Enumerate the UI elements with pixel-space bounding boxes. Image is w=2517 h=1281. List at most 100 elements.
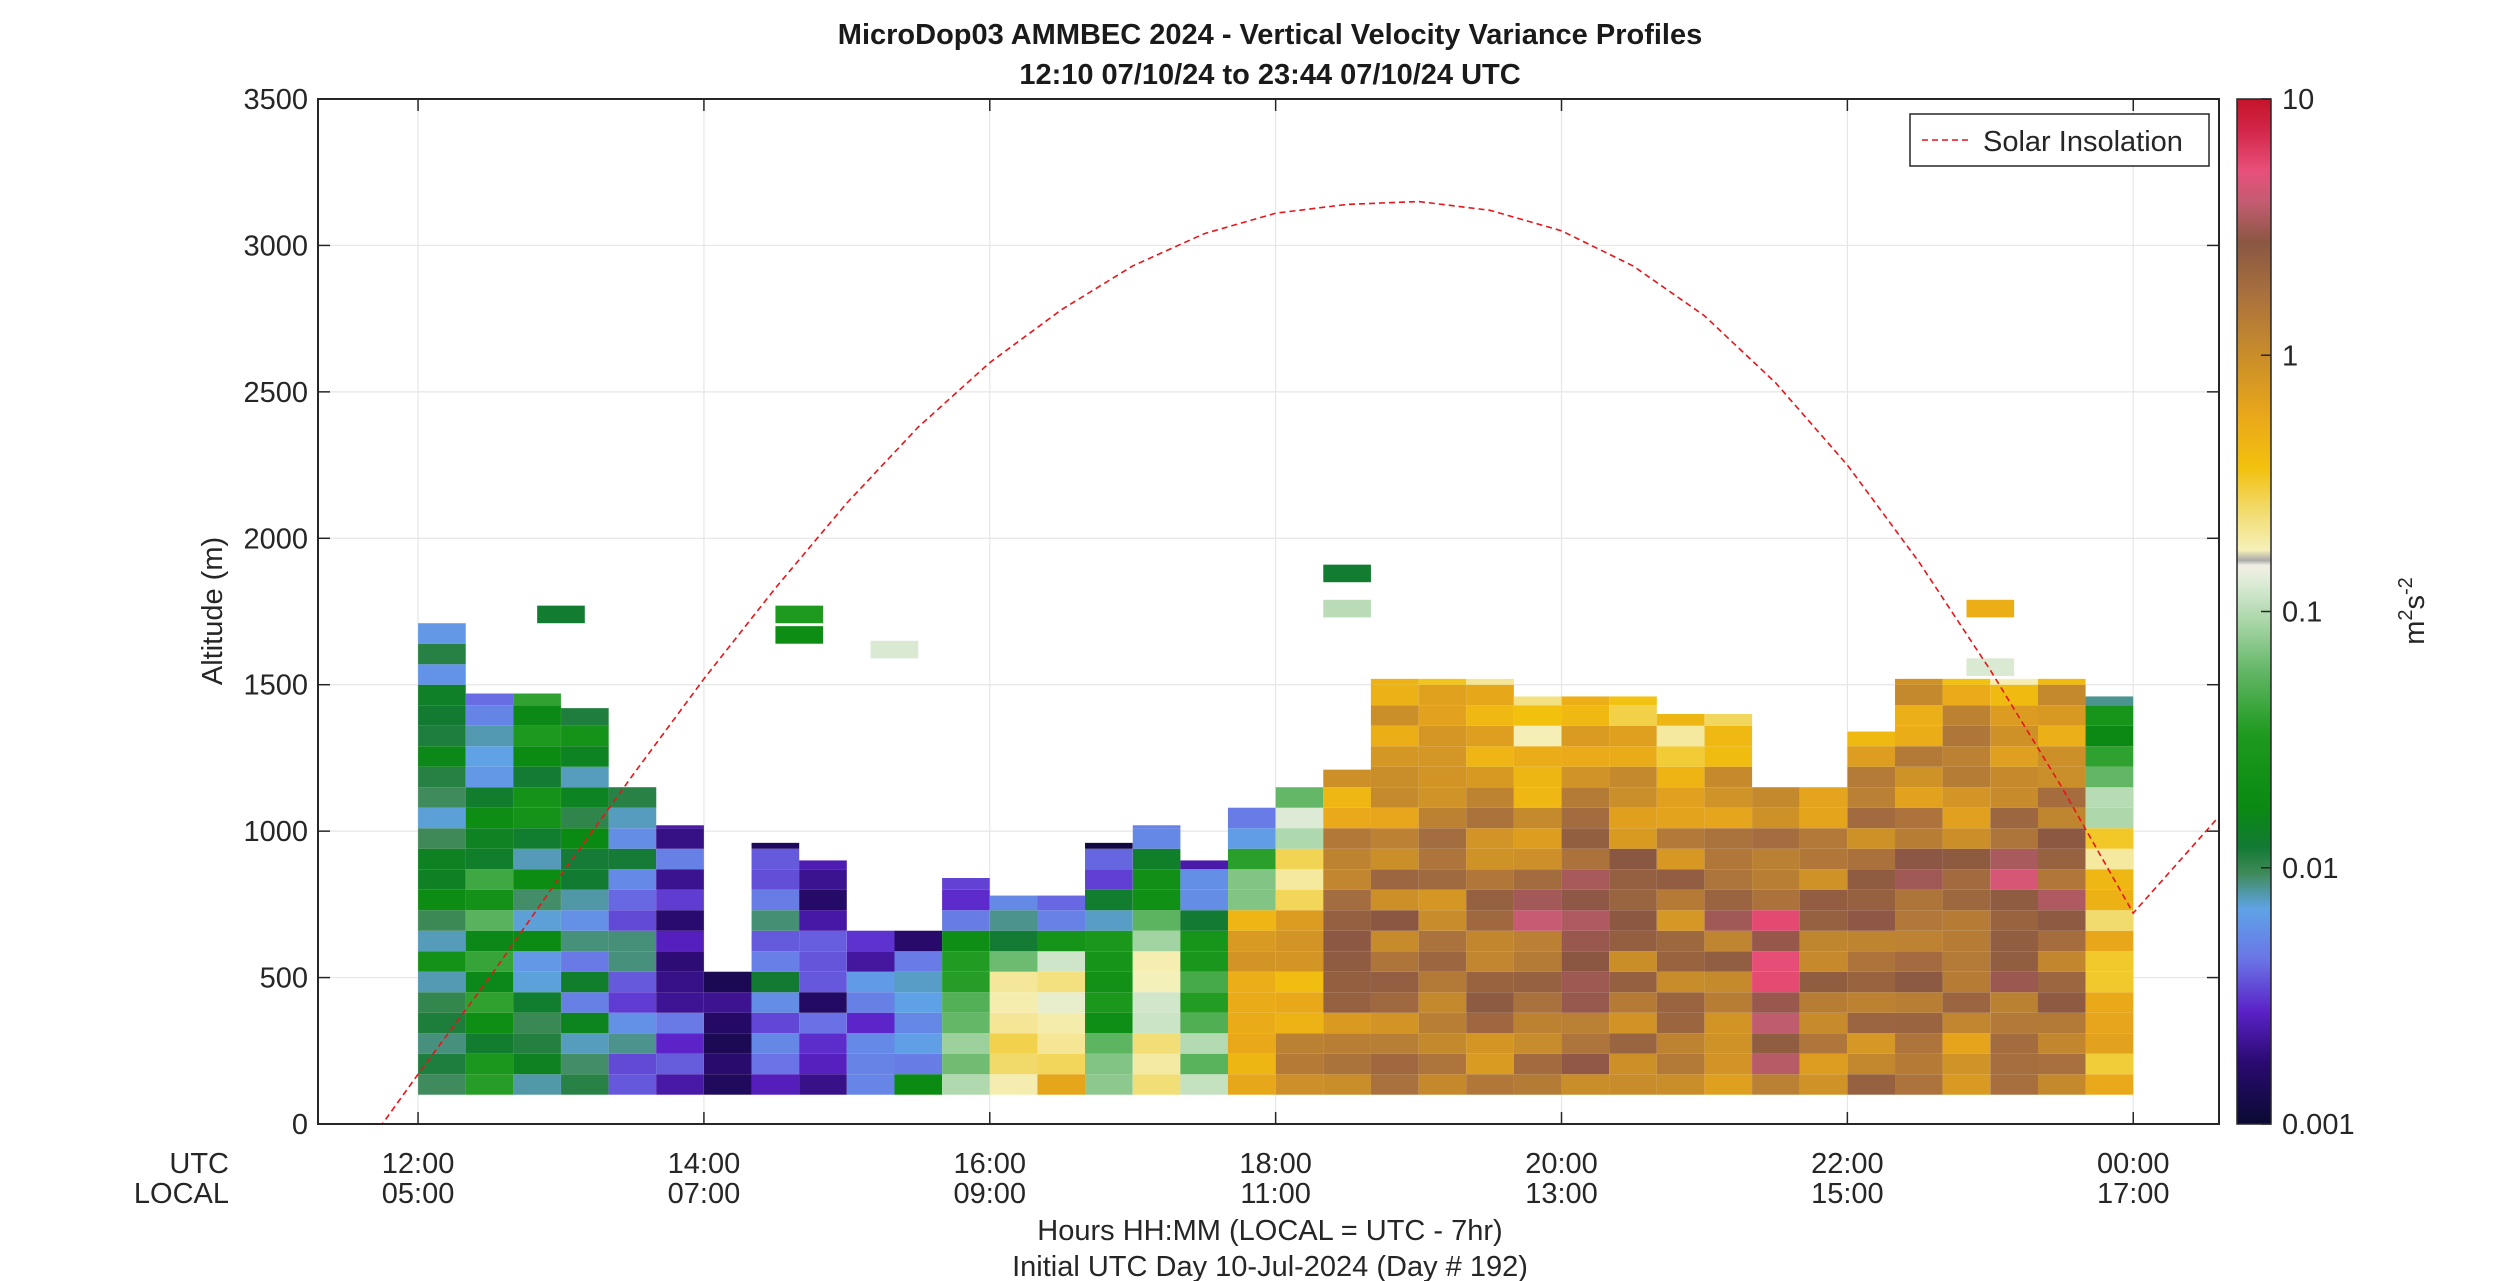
- variance-cell: [513, 910, 561, 931]
- variance-cell: [1847, 848, 1896, 870]
- variance-cell: [2085, 992, 2134, 1013]
- variance-cell: [1847, 1033, 1896, 1054]
- variance-cell: [1037, 1012, 1086, 1034]
- variance-cell: [1466, 1053, 1514, 1075]
- y-tick-label: 2500: [243, 377, 308, 409]
- variance-cell: [1227, 910, 1276, 931]
- variance-cell: [656, 910, 704, 931]
- x-axis-label-line1: Hours HH:MM (LOCAL = UTC - 7hr): [1037, 1215, 1502, 1247]
- variance-cell: [2037, 766, 2086, 788]
- variance-cell: [989, 992, 1038, 1013]
- colorbar-label: m2s-2: [2395, 577, 2431, 645]
- variance-cell: [1085, 889, 1133, 911]
- variance-cell: [2037, 1053, 2086, 1075]
- variance-cell: [1704, 766, 1753, 788]
- variance-cell: [1895, 910, 1943, 931]
- variance-cell: [1990, 889, 2039, 911]
- insolation-curve-layer: [318, 200, 2220, 1125]
- variance-cell: [1227, 869, 1276, 890]
- variance-cell: [1847, 971, 1896, 993]
- colorbar-tick-label: 0.01: [2282, 853, 2338, 885]
- variance-cell: [2085, 766, 2134, 788]
- variance-cell: [846, 992, 895, 1013]
- variance-cell: [1609, 1053, 1657, 1075]
- variance-cell: [1323, 889, 1371, 911]
- variance-cell: [1370, 1033, 1419, 1054]
- variance-cell: [1275, 1012, 1324, 1034]
- variance-cell: [1037, 930, 1086, 952]
- colorbar-label-mid: s: [2399, 595, 2431, 610]
- variance-cell: [1561, 1074, 1610, 1095]
- variance-cell: [418, 992, 466, 1013]
- variance-cell: [1942, 807, 1991, 829]
- variance-cell: [1990, 910, 2039, 931]
- variance-cell: [1227, 1053, 1276, 1075]
- variance-cell: [1609, 1033, 1657, 1054]
- variance-cell: [2037, 992, 2086, 1013]
- variance-cell: [1609, 971, 1657, 993]
- variance-cell: [703, 971, 752, 993]
- variance-cell: [1704, 971, 1753, 993]
- variance-cell: [1847, 828, 1896, 849]
- variance-cell: [2037, 1033, 2086, 1054]
- variance-cell: [1752, 848, 1800, 870]
- variance-cell: [799, 951, 847, 972]
- variance-cell: [1275, 869, 1324, 890]
- variance-cell: [1752, 1012, 1800, 1034]
- variance-cell: [465, 992, 514, 1013]
- variance-cell: [1799, 828, 1848, 849]
- variance-cell: [513, 1074, 561, 1095]
- variance-cell: [656, 1012, 704, 1034]
- variance-cell: [1275, 1033, 1324, 1054]
- variance-cell: [608, 951, 657, 972]
- variance-cell: [608, 992, 657, 1013]
- variance-cell: [1370, 725, 1419, 747]
- colorbar-ticks: 0.001 0.01 0.1 1 10: [2261, 84, 2355, 1141]
- variance-cell: [1656, 828, 1705, 849]
- variance-cell: [2085, 1053, 2134, 1075]
- variance-cell: [1609, 828, 1657, 849]
- variance-cell: [418, 705, 466, 726]
- variance-cell: [465, 1074, 514, 1095]
- variance-cell: [1561, 766, 1610, 788]
- variance-cell: [561, 746, 609, 767]
- variance-cell: [1132, 1074, 1181, 1095]
- variance-cell: [799, 869, 847, 890]
- svg-text:m2s-2: m2s-2: [2395, 577, 2431, 645]
- variance-cell: [1895, 951, 1943, 972]
- variance-cell: [1275, 1074, 1324, 1095]
- variance-cell: [942, 1012, 990, 1034]
- variance-cell: [1275, 889, 1324, 911]
- variance-cell: [1704, 889, 1753, 911]
- variance-cell: [608, 971, 657, 993]
- variance-cell: [1370, 1074, 1419, 1095]
- variance-cell: [1180, 860, 1229, 870]
- variance-cell: [1704, 746, 1753, 767]
- variance-cell: [1704, 787, 1753, 808]
- variance-cell: [561, 992, 609, 1013]
- variance-cell: [846, 930, 895, 952]
- variance-cell: [1656, 951, 1705, 972]
- colorbar-tick-label: 0.001: [2282, 1109, 2355, 1141]
- variance-cell: [1132, 1053, 1181, 1075]
- variance-cell: [1656, 971, 1705, 993]
- variance-cell-isolated: [775, 626, 824, 644]
- variance-cell: [1037, 1033, 1086, 1054]
- variance-cell: [1085, 951, 1133, 972]
- variance-cell: [1418, 1074, 1467, 1095]
- variance-cell: [561, 766, 609, 788]
- variance-cell: [1847, 766, 1896, 788]
- variance-cell: [1323, 930, 1371, 952]
- variance-cell: [1656, 1012, 1705, 1034]
- variance-cell-isolated: [537, 605, 585, 624]
- variance-cell: [2037, 951, 2086, 972]
- variance-cell: [751, 930, 800, 952]
- variance-cell: [1418, 828, 1467, 849]
- y-tick-label: 2000: [243, 523, 308, 555]
- variance-cell: [1513, 848, 1562, 870]
- variance-cell: [656, 930, 704, 952]
- variance-cell: [1704, 910, 1753, 931]
- variance-cell: [846, 951, 895, 972]
- variance-cell: [1704, 951, 1753, 972]
- row-label-utc: UTC: [169, 1148, 229, 1180]
